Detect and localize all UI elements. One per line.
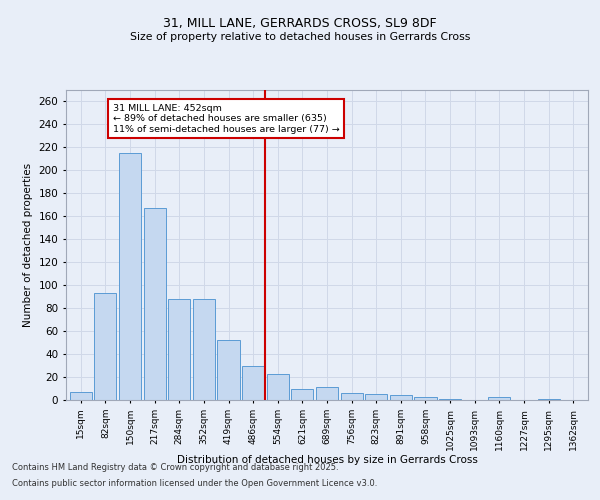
Text: 31, MILL LANE, GERRARDS CROSS, SL9 8DF: 31, MILL LANE, GERRARDS CROSS, SL9 8DF bbox=[163, 18, 437, 30]
Bar bbox=[488, 396, 511, 400]
Bar bbox=[439, 399, 461, 400]
Text: 31 MILL LANE: 452sqm
← 89% of detached houses are smaller (635)
11% of semi-deta: 31 MILL LANE: 452sqm ← 89% of detached h… bbox=[113, 104, 340, 134]
Bar bbox=[94, 293, 116, 400]
Bar bbox=[316, 388, 338, 400]
Text: Contains HM Land Registry data © Crown copyright and database right 2025.: Contains HM Land Registry data © Crown c… bbox=[12, 464, 338, 472]
Bar bbox=[365, 394, 388, 400]
Y-axis label: Number of detached properties: Number of detached properties bbox=[23, 163, 33, 327]
Bar bbox=[291, 388, 313, 400]
Bar bbox=[119, 153, 141, 400]
Bar bbox=[143, 208, 166, 400]
Bar bbox=[538, 399, 560, 400]
Bar bbox=[70, 392, 92, 400]
Bar bbox=[415, 396, 437, 400]
X-axis label: Distribution of detached houses by size in Gerrards Cross: Distribution of detached houses by size … bbox=[176, 456, 478, 466]
Bar bbox=[266, 374, 289, 400]
Text: Size of property relative to detached houses in Gerrards Cross: Size of property relative to detached ho… bbox=[130, 32, 470, 42]
Bar bbox=[341, 393, 363, 400]
Text: Contains public sector information licensed under the Open Government Licence v3: Contains public sector information licen… bbox=[12, 478, 377, 488]
Bar bbox=[390, 396, 412, 400]
Bar bbox=[242, 366, 264, 400]
Bar bbox=[217, 340, 239, 400]
Bar bbox=[193, 299, 215, 400]
Bar bbox=[168, 299, 190, 400]
